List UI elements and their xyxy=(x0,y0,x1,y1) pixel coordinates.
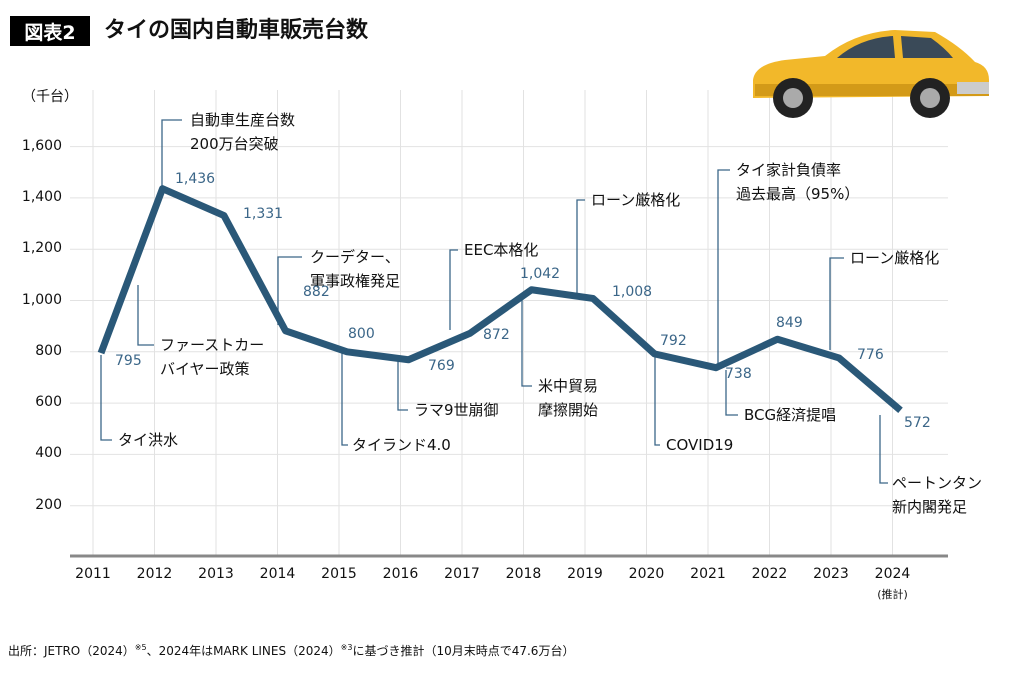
annotation-line: 軍事政権発足 xyxy=(310,272,401,290)
annotation-line: タイ家計負債率 xyxy=(736,161,842,179)
annotation-line: ペートンタン xyxy=(892,474,983,492)
annotation: COVID19 xyxy=(666,433,733,457)
x-tick-label: 2022 xyxy=(751,566,788,582)
annotation-line: バイヤー政策 xyxy=(160,360,250,378)
source-note: 出所：JETRO（2024）※5、2024年はMARK LINES（2024）※… xyxy=(8,642,574,659)
y-axis-unit: （千台） xyxy=(22,89,78,105)
x-tick-label: 2013 xyxy=(198,566,234,582)
annotation-leader xyxy=(449,249,458,330)
series-line xyxy=(97,185,903,413)
annotation-line: 摩擦開始 xyxy=(538,401,599,419)
data-label: 1,436 xyxy=(175,171,216,187)
annotation-line: EEC本格化 xyxy=(464,241,539,259)
source-text: 出所：JETRO（2024） xyxy=(8,644,135,658)
annotation-leader xyxy=(879,415,888,484)
annotation-line: クーデター、 xyxy=(310,248,400,266)
x-tick-label: 2014 xyxy=(259,566,296,582)
annotation: BCG経済提唱 xyxy=(744,403,836,427)
annotation-leader xyxy=(576,199,585,297)
annotation-line: BCG経済提唱 xyxy=(744,406,837,424)
annotation: タイ洪水 xyxy=(118,428,178,452)
data-label: 572 xyxy=(904,415,931,431)
annotation-leader xyxy=(829,257,844,350)
annotation-leader xyxy=(161,119,182,190)
annotation: ローン厳格化 xyxy=(591,188,680,212)
y-tick-label: 1,400 xyxy=(21,188,62,205)
source-text: 、2024年はMARK LINES（2024） xyxy=(146,644,341,658)
annotation-line: 200万台突破 xyxy=(190,135,279,153)
data-label: 882 xyxy=(303,284,330,300)
x-tick-label: 2015 xyxy=(321,566,357,582)
annotation-leader xyxy=(521,295,532,387)
y-tick-label: 1,000 xyxy=(21,291,62,308)
figure-badge: 図表2 xyxy=(10,16,90,46)
x-tick-sublabel: (推計) xyxy=(877,588,908,601)
y-tick-label: 200 xyxy=(35,496,62,513)
chart-title: タイの国内自動車販売台数 xyxy=(104,18,369,43)
y-tick-label: 400 xyxy=(35,445,62,462)
annotation: ラマ9世崩御 xyxy=(414,398,499,422)
annotation: EEC本格化 xyxy=(464,238,538,262)
annotation-leader xyxy=(717,169,730,365)
x-tick-label: 2017 xyxy=(444,566,480,582)
annotation: タイ家計負債率 過去最高（95%） xyxy=(736,158,859,206)
data-label: 1,008 xyxy=(612,284,653,300)
footnote-ref: ※3 xyxy=(340,643,353,652)
annotation: ファーストカー バイヤー政策 xyxy=(160,333,264,381)
annotation-leader xyxy=(137,285,154,346)
x-tick-label: 2018 xyxy=(505,566,542,582)
y-tick-label: 1,600 xyxy=(21,137,62,154)
annotation: ローン厳格化 xyxy=(850,246,939,270)
annotation-leader xyxy=(397,360,408,411)
data-label: 738 xyxy=(725,366,752,382)
data-label: 776 xyxy=(857,347,884,363)
data-label: 1,331 xyxy=(243,206,284,222)
annotation-line: 過去最高（95%） xyxy=(736,185,860,203)
annotation-line: ファーストカー xyxy=(160,336,265,354)
annotation-line: 新内閣発足 xyxy=(892,498,968,516)
annotation: タイランド4.0 xyxy=(352,433,451,457)
annotation-line: ローン厳格化 xyxy=(591,191,681,209)
annotation-line: 自動車生産台数 xyxy=(190,111,296,129)
data-label: 872 xyxy=(483,327,510,343)
x-tick-label: 2019 xyxy=(567,566,603,582)
footnote-ref: ※5 xyxy=(134,643,147,652)
source-text: に基づき推計（10月末時点で47.6万台） xyxy=(352,644,575,658)
x-tick-label: 2020 xyxy=(628,566,665,582)
annotation-line: 米中貿易 xyxy=(538,377,599,395)
x-tick-label: 2011 xyxy=(75,566,111,582)
y-tick-label: 800 xyxy=(35,342,62,359)
data-label: 800 xyxy=(348,326,375,342)
annotation-leader xyxy=(277,256,302,325)
annotation: 自動車生産台数 200万台突破 xyxy=(190,108,295,156)
data-label: 1,042 xyxy=(520,266,561,282)
annotation-line: COVID19 xyxy=(666,436,734,454)
x-tick-label: 2012 xyxy=(136,566,173,582)
data-label: 795 xyxy=(115,353,142,369)
annotation: クーデター、 軍事政権発足 xyxy=(310,245,400,293)
y-tick-label: 1,200 xyxy=(21,240,62,257)
annotation: ペートンタン 新内閣発足 xyxy=(892,471,982,519)
x-tick-label: 2016 xyxy=(382,566,419,582)
car-illustration xyxy=(753,30,989,118)
y-tick-label: 600 xyxy=(35,394,62,411)
data-label: 849 xyxy=(776,315,803,331)
x-tick-label: 2021 xyxy=(690,566,726,582)
annotation: 米中貿易 摩擦開始 xyxy=(538,374,598,422)
annotation-leader xyxy=(654,355,660,446)
annotation-line: ローン厳格化 xyxy=(850,249,940,267)
annotation-line: タイ洪水 xyxy=(118,431,179,449)
data-label: 769 xyxy=(428,358,455,374)
annotation-leader xyxy=(341,350,348,446)
annotation-line: ラマ9世崩御 xyxy=(414,401,499,419)
annotation-line: タイランド4.0 xyxy=(352,436,451,454)
x-tick-label: 2023 xyxy=(813,566,849,582)
annotation-leader xyxy=(725,370,738,416)
data-label: 792 xyxy=(660,333,687,349)
x-tick-label: 2024 xyxy=(874,566,911,582)
annotation-leader xyxy=(100,355,112,441)
